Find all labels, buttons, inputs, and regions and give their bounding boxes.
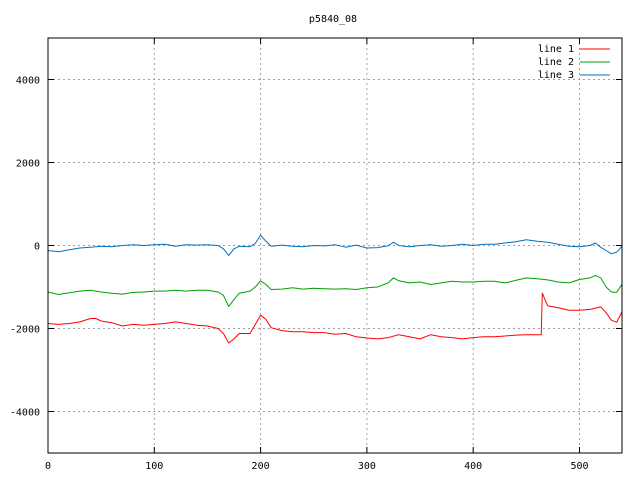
x-tick-label: 400: [464, 461, 482, 472]
y-tick-label: 4000: [16, 76, 40, 87]
x-tick-label: 300: [358, 461, 376, 472]
y-tick-label: 2000: [16, 159, 40, 170]
series-line-2: [47, 274, 623, 307]
series-lines: [47, 234, 623, 344]
legend: line 1 line 2 line 3: [538, 44, 610, 81]
series-line-3: [47, 234, 623, 256]
legend-label: line 2: [538, 57, 574, 68]
legend-label: line 3: [538, 70, 574, 81]
chart-title: p5840_08: [309, 14, 357, 25]
y-tick-label: 0: [34, 242, 40, 253]
axis-ticks: 0 100 200 300 400 500 -4000 -2000 0 2000 4000: [10, 38, 622, 472]
y-tick-label: -4000: [10, 408, 40, 419]
series-line-1: [47, 292, 623, 344]
y-tick-label: -2000: [10, 325, 40, 336]
x-tick-label: 100: [145, 461, 163, 472]
x-tick-label: 500: [570, 461, 588, 472]
x-tick-label: 200: [252, 461, 270, 472]
x-tick-label: 0: [45, 461, 51, 472]
plot-frame: [47, 37, 623, 454]
legend-label: line 1: [538, 44, 574, 55]
